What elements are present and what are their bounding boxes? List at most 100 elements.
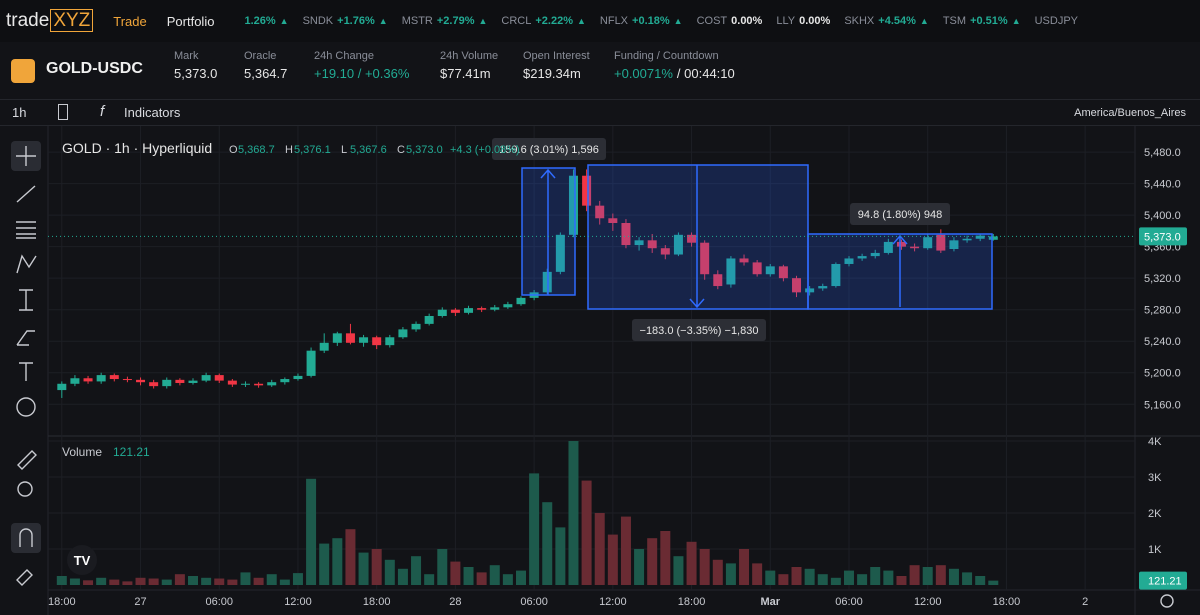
nav-link[interactable]: Trade [113,13,147,29]
x-tick-label: 06:00 [835,596,863,608]
brush-tool[interactable] [16,330,35,346]
tv-logo: TV [67,545,97,575]
volume-bar [568,440,579,585]
y-tick-label: 3K [1148,472,1162,484]
y-tick-label: 5,320.0 [1144,273,1181,285]
candle-body [109,375,119,380]
volume-bar [253,577,264,585]
candle-body [411,323,421,330]
volume-bar [529,473,540,585]
candle-body [83,378,93,382]
settings-icon[interactable] [1160,594,1174,608]
candle-body [175,379,185,383]
volume-bar [148,578,159,585]
volume-bar [607,534,618,585]
candle-body [923,237,933,249]
volume-bar [201,577,212,585]
volume-bar [227,579,238,585]
pattern-tool[interactable] [16,254,37,274]
volume-bar [502,574,513,585]
candle-body [162,379,172,387]
measure-tool[interactable] [19,289,33,311]
candle-body [503,304,513,308]
volume-bar [240,572,251,585]
legend-key: C [397,144,405,156]
candle-body [975,235,985,239]
crosshair-tool[interactable] [16,146,36,166]
x-tick-label: Mar [760,596,780,608]
zoom-tool[interactable] [17,481,33,497]
ruler-tool[interactable] [17,450,37,470]
volume-bar [935,565,946,585]
indicators[interactable]: Indicators [124,105,181,120]
interval[interactable]: 1h [12,105,27,120]
ticker-change: +2.22% [535,15,573,27]
timezone[interactable]: America/Buenos_Aires [1074,107,1186,119]
volume-bar [96,577,107,585]
stat-value-text: $77.41m [440,66,491,81]
stat-value-text: 5,364.7 [244,66,288,81]
volume-bar [489,565,500,585]
volume-bar [870,566,881,585]
volume-bar [463,566,474,585]
volume-bar [634,548,645,585]
candle-body [542,271,552,293]
magnet-tool[interactable] [19,528,33,547]
volume-bar [739,548,750,585]
ticker-change: +0.51% [970,15,1008,27]
volume-bar [56,575,67,585]
candle-body [332,333,342,343]
emoji-tool[interactable] [16,397,36,417]
stat-value: +0.0071%/ 00:44:10 [614,66,735,81]
legend-change: +4.3 (+0.08%) [450,144,520,156]
volume-bar [883,570,894,585]
volume-bar [909,565,920,585]
pair[interactable]: GOLD-USDC [46,60,143,77]
volume-bar [896,575,907,585]
x-tick-label: 18:00 [678,596,706,608]
ticker-symbol: COST [696,15,728,27]
ticker-item: LLY 0.00% [776,15,830,27]
volume-bar [817,574,828,585]
candle-body [477,308,487,310]
volume-bar [345,529,356,585]
ticker-symbol: CRCL [501,15,532,27]
volume-bar [975,575,986,585]
x-tick-label: 2 [1082,596,1088,608]
volume-bar [371,548,382,585]
ticker-item: USDJPY [1035,15,1078,27]
stat: Oracle 5,364.7 [244,50,287,81]
measure-label-bg [492,138,606,160]
volume-bar [804,568,815,585]
ticker-change: 0.00% [731,15,763,27]
legend-value: 5,368.7 [238,144,275,156]
stat-label: 24h Change [314,50,374,62]
candle-body [962,238,972,241]
stat-value-text: +0.0071% [614,66,673,81]
x-tick-label: 12:00 [284,596,312,608]
volume-bar [437,548,448,585]
stat-value: 5,373.0 [174,66,217,81]
candle-body [280,379,290,383]
ticker-item: NFLX +0.18% ▲ [600,15,683,27]
line-tool[interactable] [16,185,36,203]
lock-tool[interactable] [16,569,33,586]
candle-type-icon[interactable] [58,104,68,120]
ticker-item: COST 0.00% [697,15,763,27]
volume-bar [292,573,303,585]
candle-body [778,266,788,279]
top-bar: trade XYZ Trade Portfolio 1.26% ▲ SNDK +1.76… [0,0,1200,42]
candle-body [726,258,736,285]
up-arrow: ▲ [673,16,683,26]
nav-link[interactable]: Portfolio [166,13,215,29]
candle-body [739,258,749,263]
text-tool[interactable] [19,362,33,381]
y-tick-label: 5,160.0 [1144,399,1181,411]
chart-toolbar: 1h f Indicators America/Buenos_Aires [0,100,1200,126]
candle-body [883,241,893,253]
candle-body [713,274,723,287]
volume-bar [214,578,225,585]
fib-tool[interactable] [16,221,36,239]
x-tick-label: 18:00 [363,596,391,608]
